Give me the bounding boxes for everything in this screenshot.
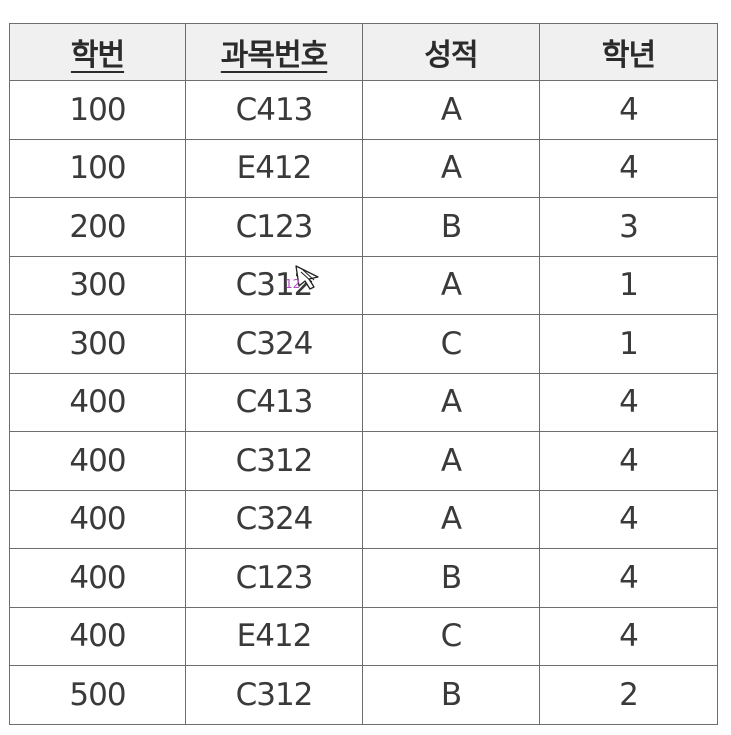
grade-cell: A bbox=[362, 80, 540, 140]
table-row: 300 C324 C 1 bbox=[9, 314, 718, 374]
cursor-tag: 12 bbox=[285, 277, 301, 291]
grade-cell: C bbox=[362, 314, 540, 374]
student-id-cell: 300 bbox=[9, 255, 186, 315]
student-id-cell: 200 bbox=[9, 197, 186, 257]
student-id-cell: 400 bbox=[9, 372, 186, 432]
grade-cell: A bbox=[362, 431, 540, 491]
year-cell: 4 bbox=[539, 80, 718, 140]
course-id-cell: E412 bbox=[185, 138, 363, 198]
grade-cell: A bbox=[362, 138, 540, 198]
grade-cell: A bbox=[362, 372, 540, 432]
header-label: 학년 bbox=[601, 38, 656, 73]
course-id-cell: C312 bbox=[185, 431, 363, 491]
header-course-id: 과목번호 bbox=[185, 23, 363, 81]
table-row: 100 E412 A 4 bbox=[9, 138, 718, 198]
header-label: 성적 bbox=[424, 38, 478, 73]
year-cell: 1 bbox=[539, 314, 718, 374]
student-id-cell: 400 bbox=[9, 548, 186, 608]
student-id-cell: 400 bbox=[9, 431, 186, 491]
course-id-cell: C324 bbox=[185, 489, 363, 549]
table-row: 400 C312 A 4 bbox=[9, 431, 718, 491]
year-cell: 4 bbox=[539, 548, 718, 608]
table-row: 400 C123 B 4 bbox=[9, 548, 718, 608]
header-year: 학년 bbox=[539, 23, 718, 81]
year-cell: 4 bbox=[539, 431, 718, 491]
year-cell: 2 bbox=[539, 665, 718, 725]
student-id-cell: 300 bbox=[9, 314, 186, 374]
table-row: 200 C123 B 3 bbox=[9, 197, 718, 257]
course-id-cell: C123 bbox=[185, 548, 363, 608]
student-id-cell: 400 bbox=[9, 606, 186, 666]
student-id-cell: 400 bbox=[9, 489, 186, 549]
year-cell: 4 bbox=[539, 489, 718, 549]
table-row: 300 C312 A 1 bbox=[9, 255, 718, 315]
course-id-cell: C413 bbox=[185, 372, 363, 432]
year-cell: 3 bbox=[539, 197, 718, 257]
year-cell: 4 bbox=[539, 372, 718, 432]
table-row: 400 C324 A 4 bbox=[9, 489, 718, 549]
grade-cell: A bbox=[362, 489, 540, 549]
course-id-cell: C312 bbox=[185, 255, 363, 315]
course-id-cell: E412 bbox=[185, 606, 363, 666]
student-id-cell: 100 bbox=[9, 138, 186, 198]
header-grade: 성적 bbox=[362, 23, 540, 81]
table-row: 400 C413 A 4 bbox=[9, 372, 718, 432]
grade-cell: B bbox=[362, 548, 540, 608]
course-id-cell: C312 bbox=[185, 665, 363, 725]
course-id-cell: C413 bbox=[185, 80, 363, 140]
table-row: 400 E412 C 4 bbox=[9, 606, 718, 666]
course-id-cell: C324 bbox=[185, 314, 363, 374]
year-cell: 4 bbox=[539, 606, 718, 666]
student-id-cell: 100 bbox=[9, 80, 186, 140]
grade-cell: B bbox=[362, 665, 540, 725]
enrollment-table: 학번 과목번호 성적 학년 100 C413 A 4 100 E412 A 4 200 C123 B… bbox=[9, 23, 718, 725]
header-row: 학번 과목번호 성적 학년 bbox=[9, 23, 718, 81]
header-label: 과목번호 bbox=[220, 38, 328, 73]
table-row: 100 C413 A 4 bbox=[9, 80, 718, 140]
year-cell: 4 bbox=[539, 138, 718, 198]
student-id-cell: 500 bbox=[9, 665, 186, 725]
grade-cell: B bbox=[362, 197, 540, 257]
course-id-cell: C123 bbox=[185, 197, 363, 257]
table-row: 500 C312 B 2 bbox=[9, 665, 718, 725]
year-cell: 1 bbox=[539, 255, 718, 315]
header-student-id: 학번 bbox=[9, 23, 186, 81]
table-container: 학번 과목번호 성적 학년 100 C413 A 4 100 E412 A 4 200 C123 B… bbox=[9, 23, 718, 725]
table-body: 100 C413 A 4 100 E412 A 4 200 C123 B 3 300 C312 A 1 300 C… bbox=[9, 80, 718, 725]
grade-cell: C bbox=[362, 606, 540, 666]
grade-cell: A bbox=[362, 255, 540, 315]
header-label: 학번 bbox=[70, 38, 125, 73]
